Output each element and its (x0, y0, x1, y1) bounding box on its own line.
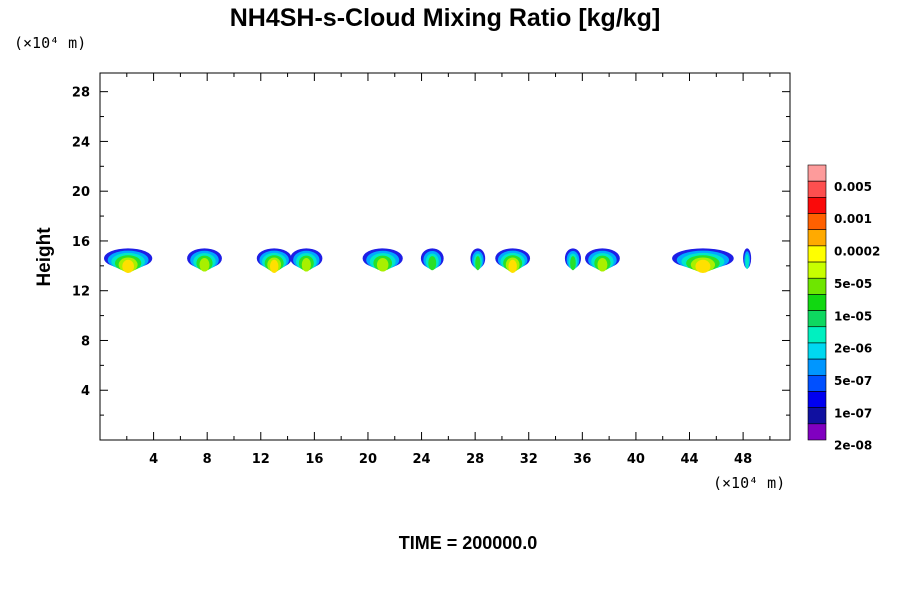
colorbar-swatch (807, 391, 827, 408)
cloud-cell (290, 248, 323, 272)
cloud-cell (743, 248, 752, 270)
x-tick-label: 24 (413, 452, 431, 467)
colorbar-label: 2e-06 (834, 342, 872, 356)
cloud-contour (376, 257, 389, 272)
y-tick-label: 24 (72, 135, 90, 150)
colorbar-swatch (807, 213, 827, 231)
cloud-cell (585, 248, 620, 272)
colorbar-swatch (807, 358, 827, 376)
x-tick-label: 32 (520, 452, 538, 467)
chart-title: NH4SH-s-Cloud Mixing Ratio [kg/kg] (230, 4, 661, 32)
cloud-contour (475, 256, 481, 271)
x-tick-label: 44 (680, 452, 698, 467)
x-tick-label: 36 (573, 452, 591, 467)
cloud-contour (269, 259, 279, 273)
x-tick-label: 48 (734, 452, 752, 467)
y-tick-label: 4 (81, 384, 90, 399)
colorbar-label: 0.0002 (834, 245, 880, 259)
y-tick-label: 16 (72, 235, 90, 250)
x-tick-label: 20 (359, 452, 377, 467)
x-tick-label: 16 (305, 452, 323, 467)
colorbar-swatch (807, 261, 827, 279)
colorbar-swatch (807, 229, 827, 247)
cloud-contour (428, 256, 437, 271)
colorbar-swatch (807, 180, 827, 198)
y-tick-label: 12 (72, 285, 90, 300)
colorbar-swatch (807, 197, 827, 214)
colorbar-label: 1e-05 (834, 309, 872, 323)
colorbar-swatch (807, 407, 827, 425)
cloud-cell (470, 248, 486, 271)
y-tick-label: 20 (72, 185, 90, 200)
colorbar-label: 5e-07 (834, 374, 872, 388)
colorbar-swatch (807, 245, 827, 263)
y-axis-label: Height (34, 227, 55, 287)
cloud-contour (597, 257, 608, 272)
cloud-cell (256, 248, 292, 273)
x-axis-ticks: 4 8 12 16 20 24 28 32 36 40 44 48 (126, 73, 771, 467)
x-tick-label: 40 (627, 452, 645, 467)
cloud-contour (570, 256, 576, 271)
colorbar-label: 1e-07 (834, 406, 872, 420)
x-tick-label: 8 (203, 452, 212, 467)
colorbar: 0.005 0.001 0.0002 5e-05 1e-05 2e-06 5e-07 1e-0… (807, 164, 880, 453)
colorbar-swatch (807, 164, 827, 182)
cloud-contour (508, 259, 517, 273)
cloud-cell (564, 248, 581, 271)
colorbar-swatch (807, 310, 827, 328)
colorbar-label: 0.001 (834, 212, 872, 226)
colorbar-swatch (807, 294, 827, 311)
cloud-cell (104, 248, 153, 273)
colorbar-swatch (807, 342, 827, 360)
cloud-contour (745, 254, 749, 270)
cloud-cell (420, 248, 444, 271)
x-unit-label: (×10⁴ m) (713, 474, 785, 492)
colorbar-label: 5e-05 (834, 277, 872, 291)
time-label: TIME = 200000.0 (399, 533, 538, 553)
colorbar-swatch (807, 423, 827, 441)
y-tick-label: 8 (81, 334, 90, 349)
y-unit-label: (×10⁴ m) (14, 34, 86, 52)
cloud-contour (695, 259, 711, 273)
y-axis-ticks: 4 8 12 16 20 24 28 (72, 86, 790, 416)
cloud-cell (362, 248, 403, 272)
cloud-cell (187, 248, 222, 272)
cloud-contour (301, 257, 311, 272)
colorbar-label: 0.005 (834, 180, 872, 194)
cloud-contour (199, 257, 210, 272)
colorbar-swatch (807, 326, 827, 344)
cloud-cell (495, 248, 531, 273)
cloud-cell (672, 248, 734, 273)
x-tick-label: 4 (149, 452, 158, 467)
colorbar-label: 2e-08 (834, 439, 872, 453)
x-tick-label: 12 (252, 452, 270, 467)
cloud-contour (122, 259, 134, 273)
plot-frame (99, 72, 791, 441)
cloud-field (104, 248, 752, 273)
y-tick-label: 28 (72, 86, 90, 101)
colorbar-swatch (807, 277, 827, 295)
colorbar-swatch (807, 374, 827, 392)
x-tick-label: 28 (466, 452, 484, 467)
